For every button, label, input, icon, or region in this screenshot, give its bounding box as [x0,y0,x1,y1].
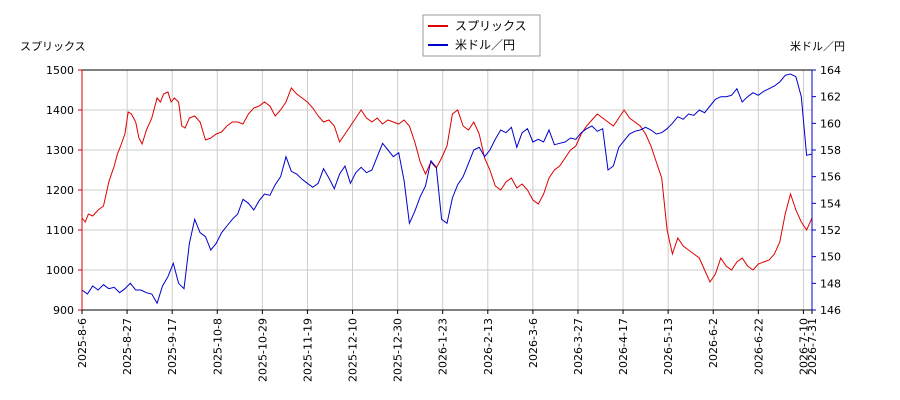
x-tick-label: 2025-10-29 [256,318,269,382]
series-line-1 [81,87,813,284]
y-right-tick-label: 156 [820,171,841,184]
x-tick-label: 2025-11-19 [301,318,314,382]
y-left-tick-label: 1000 [46,264,74,277]
x-tick-label: 2026-3-6 [527,318,540,368]
y-right-tick-label: 160 [820,117,841,130]
x-tick-label: 2026-5-13 [662,318,675,375]
y-right-tick-label: 164 [820,64,841,77]
y-right-tick-label: 148 [820,277,841,290]
x-tick-label: 2025-8-6 [76,318,89,368]
y-left-tick-label: 1300 [46,144,74,157]
series-line-2 [81,73,813,305]
x-tick-label: 2025-8-27 [121,318,134,375]
x-tick-label: 2026-7-10 [797,318,810,375]
x-tick-label: 2026-6-2 [707,318,720,368]
x-tick-label: 2025-9-17 [166,318,179,375]
y-left-axis-title: スプリックス [20,40,86,53]
y-left-tick-label: 1100 [46,224,74,237]
legend-label-series2: 米ドル／円 [455,38,515,52]
grid [81,69,813,311]
legend-label-series1: スプリックス [455,19,527,33]
x-tick-label: 2025-12-10 [347,318,360,382]
y-left-tick-label: 1400 [46,104,74,117]
x-tick-label: 2025-12-30 [392,318,405,382]
y-left-tick-label: 1500 [46,64,74,77]
y-right-tick-label: 152 [820,224,841,237]
x-tick-label: 2026-2-13 [482,318,495,375]
x-tick-label: 2026-7-31 [806,318,819,375]
x-tick-label: 2026-3-27 [572,318,585,375]
y-right-tick-label: 146 [820,304,841,317]
y-left-tick-label: 900 [53,304,74,317]
x-tick-label: 2025-10-8 [211,318,224,375]
y-right-tick-label: 158 [820,144,841,157]
y-left-tick-label: 1200 [46,184,74,197]
series-lines [81,73,813,305]
axes: 900 1000 1100 1200 1300 1400 1500 146 148 150 152 1… [46,64,841,382]
y-right-axis-title: 米ドル／円 [790,40,845,53]
x-tick-label: 2026-6-22 [752,318,765,375]
y-right-tick-label: 154 [820,197,841,210]
x-tick-label: 2026-4-17 [617,318,630,375]
legend: スプリックス 米ドル／円 [422,14,541,57]
y-right-tick-label: 162 [820,91,841,104]
y-right-tick-label: 150 [820,251,841,264]
x-tick-label: 2026-1-23 [437,318,450,375]
legend-box [422,14,541,57]
